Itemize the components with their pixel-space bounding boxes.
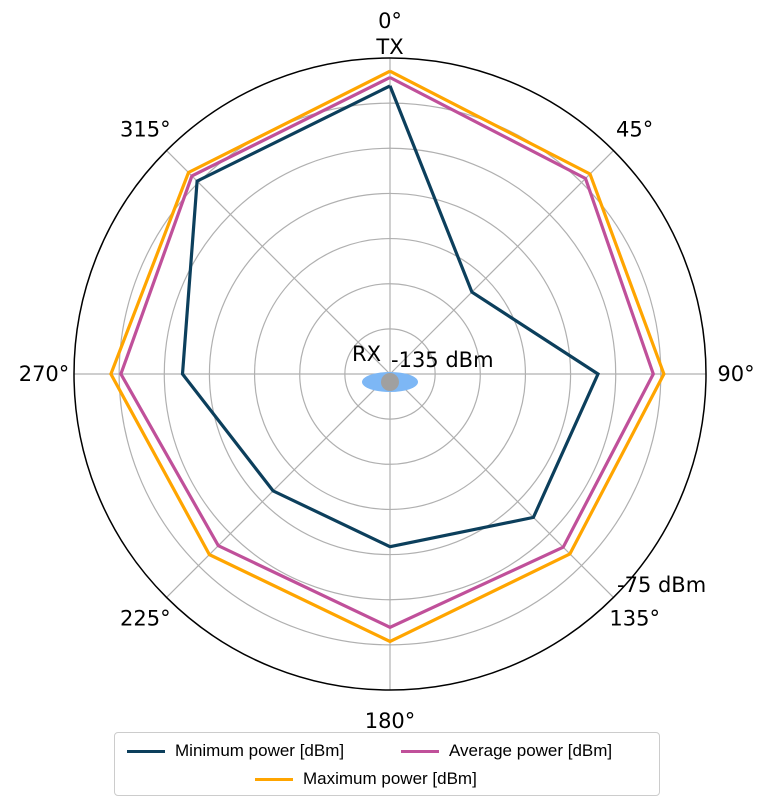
legend-swatch-minimum bbox=[127, 749, 165, 753]
axis-labels: 0° 45° 90° 135° 180° 225° 270° 315° TX RX -135 dBm… bbox=[19, 9, 755, 733]
legend-label-average: Average power [dBm] bbox=[449, 741, 613, 760]
radial-label-outer: -75 dBm bbox=[617, 573, 706, 597]
grid-spoke bbox=[389, 373, 614, 598]
legend-label-minimum: Minimum power [dBm] bbox=[175, 741, 345, 760]
angle-tick-label: 90° bbox=[717, 362, 754, 386]
legend-swatch-maximum bbox=[255, 777, 293, 781]
endpoint-markers bbox=[362, 372, 418, 392]
legend-swatch-average bbox=[401, 749, 439, 753]
angle-tick-label: 0° bbox=[378, 9, 402, 33]
polar-grid bbox=[73, 57, 707, 691]
angle-tick-label: 45° bbox=[616, 117, 653, 141]
rx-center-dot bbox=[381, 373, 399, 391]
series-line-maximum bbox=[109, 69, 666, 644]
rx-label: RX bbox=[352, 342, 381, 366]
legend-item-average: Average power [dBm] bbox=[401, 741, 612, 761]
legend: Minimum power [dBm] Average power [dBm] … bbox=[114, 732, 660, 796]
series-line-minimum bbox=[180, 84, 601, 549]
angle-tick-label: 180° bbox=[365, 709, 416, 733]
tx-label: TX bbox=[375, 35, 403, 59]
series-line-average bbox=[119, 76, 656, 630]
legend-item-minimum: Minimum power [dBm] bbox=[127, 741, 344, 761]
grid-spoke bbox=[389, 150, 614, 375]
radial-label-inner: -135 dBm bbox=[391, 348, 494, 372]
grid-spoke bbox=[166, 373, 391, 598]
angle-tick-label: 270° bbox=[19, 362, 70, 386]
outer-frame bbox=[73, 57, 707, 691]
angle-tick-label: 315° bbox=[120, 117, 171, 141]
legend-label-maximum: Maximum power [dBm] bbox=[303, 769, 477, 788]
series-group bbox=[109, 69, 666, 644]
grid-spoke bbox=[166, 150, 391, 375]
legend-item-maximum: Maximum power [dBm] bbox=[255, 769, 477, 789]
angle-tick-label: 135° bbox=[609, 607, 660, 631]
angle-tick-label: 225° bbox=[120, 607, 171, 631]
